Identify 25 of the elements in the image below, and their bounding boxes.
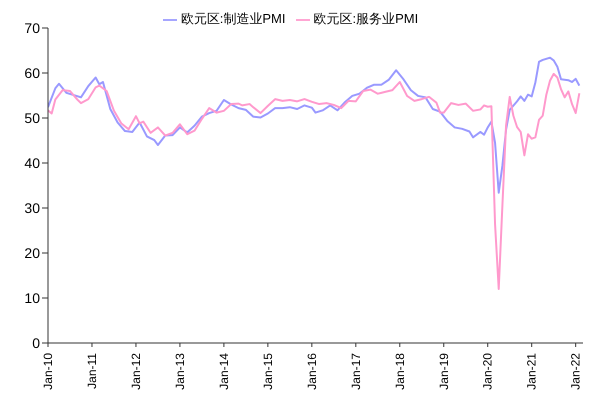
x-tick-label: Jan-12 — [128, 352, 143, 390]
y-tick-label: 40 — [24, 154, 40, 171]
legend-label: 欧元区:制造业PMI — [180, 11, 286, 26]
y-tick-label: 20 — [24, 244, 40, 261]
line-series — [48, 56, 580, 194]
x-tick-label: Jan-11 — [84, 352, 99, 389]
legend-label: 欧元区:服务业PMI — [314, 11, 418, 26]
x-tick-label: Jan-17 — [348, 352, 363, 390]
x-tick-label: Jan-13 — [172, 352, 187, 390]
y-tick-label: 60 — [24, 64, 40, 81]
x-tick-label: Jan-18 — [392, 352, 407, 390]
y-tick-label: 30 — [24, 200, 40, 216]
x-tick-label: Jan-16 — [304, 352, 319, 390]
x-tick-label: Jan-22 — [568, 352, 583, 390]
x-tick-label: Jan-14 — [216, 352, 231, 390]
x-tick-label: Jan-10 — [41, 352, 55, 390]
x-tick-label: Jan-19 — [436, 352, 451, 390]
y-tick-label: 50 — [24, 110, 40, 126]
y-tick-label: 10 — [24, 290, 40, 306]
x-tick-label: Jan-21 — [524, 352, 539, 390]
x-tick-label: Jan-15 — [260, 352, 275, 390]
line-series — [48, 72, 580, 290]
x-tick-label: Jan-20 — [480, 352, 495, 390]
y-tick-label: 70 — [24, 20, 40, 36]
y-tick-label: 0 — [32, 334, 40, 351]
